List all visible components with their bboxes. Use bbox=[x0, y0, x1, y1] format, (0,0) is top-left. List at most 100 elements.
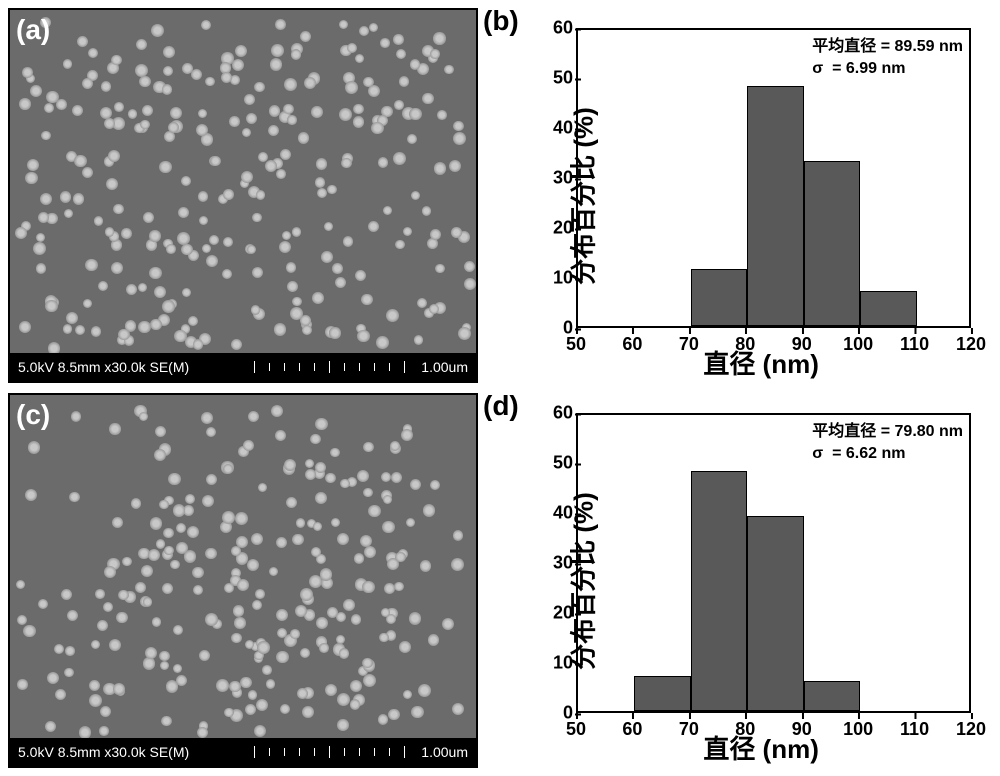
sem-meta-c: 5.0kV 8.5mm x30.0k SE(M) bbox=[18, 744, 189, 760]
nanoparticle bbox=[395, 240, 404, 249]
nanoparticle bbox=[357, 470, 369, 482]
nanoparticle bbox=[280, 704, 290, 714]
nanoparticle bbox=[252, 600, 262, 610]
nanoparticle bbox=[320, 568, 332, 580]
nanoparticle bbox=[104, 566, 116, 578]
nanoparticle bbox=[121, 228, 131, 238]
nanoparticle bbox=[176, 523, 186, 533]
nanoparticle bbox=[98, 281, 108, 291]
nanoparticle bbox=[223, 237, 233, 247]
nanoparticle bbox=[321, 251, 333, 263]
nanoparticle bbox=[435, 264, 444, 273]
nanoparticle bbox=[91, 640, 100, 649]
nanoparticle bbox=[351, 614, 361, 624]
nanoparticle bbox=[94, 216, 104, 226]
x-tick: 120 bbox=[956, 719, 986, 740]
nanoparticle bbox=[291, 49, 301, 59]
nanoparticle bbox=[330, 448, 340, 458]
nanoparticle bbox=[268, 125, 279, 136]
nanoparticle bbox=[142, 105, 153, 116]
chart-frame-d: 平均直径 = 79.80 nm σ = 6.62 nm bbox=[576, 413, 971, 713]
nanoparticle bbox=[315, 418, 327, 430]
nanoparticle bbox=[353, 104, 363, 114]
nanoparticle bbox=[231, 546, 241, 556]
nanoparticle bbox=[77, 36, 88, 47]
nanoparticle bbox=[159, 651, 169, 661]
nanoparticle bbox=[40, 193, 52, 205]
nanoparticle bbox=[159, 161, 171, 173]
scale-tick bbox=[269, 363, 270, 371]
nanoparticle bbox=[159, 500, 169, 510]
nanoparticle bbox=[409, 108, 422, 121]
nanoparticle bbox=[394, 100, 404, 110]
nanoparticle bbox=[66, 312, 78, 324]
scale-tick bbox=[344, 363, 345, 371]
nanoparticle bbox=[327, 185, 337, 195]
nanoparticle bbox=[406, 518, 415, 527]
nanoparticle bbox=[162, 583, 173, 594]
nanoparticle bbox=[114, 102, 124, 112]
nanoparticle bbox=[46, 91, 58, 103]
chart-frame-b: 平均直径 = 89.59 nm σ = 6.99 nm bbox=[576, 28, 971, 328]
nanoparticle bbox=[105, 227, 114, 236]
nanoparticle bbox=[199, 650, 210, 661]
nanoparticle bbox=[417, 298, 427, 308]
nanoparticle bbox=[305, 469, 317, 481]
nanoparticle bbox=[173, 504, 185, 516]
nanoparticle bbox=[256, 699, 268, 711]
scale-tick bbox=[329, 361, 330, 373]
nanoparticle bbox=[17, 679, 27, 689]
nanoparticle bbox=[168, 473, 180, 485]
nanoparticle bbox=[152, 617, 162, 627]
nanoparticle bbox=[99, 726, 108, 735]
nanoparticle bbox=[279, 241, 291, 253]
nanoparticle bbox=[148, 549, 160, 561]
nanoparticle bbox=[95, 589, 105, 599]
nanoparticle bbox=[143, 657, 155, 669]
scale-tick bbox=[254, 361, 255, 373]
nanoparticle bbox=[430, 49, 440, 59]
sem-surface-c bbox=[10, 395, 476, 766]
nanoparticle bbox=[382, 521, 394, 533]
nanoparticle bbox=[27, 159, 39, 171]
nanoparticle bbox=[399, 641, 411, 653]
y-tick: 60 bbox=[538, 18, 573, 39]
nanoparticle bbox=[350, 699, 361, 710]
y-tick: 30 bbox=[538, 168, 573, 189]
nanoparticle bbox=[444, 65, 453, 74]
nanoparticle bbox=[63, 59, 73, 69]
nanoparticle bbox=[91, 326, 102, 337]
nanoparticle bbox=[368, 505, 381, 518]
scale-ticks-c bbox=[254, 746, 417, 758]
nanoparticle bbox=[184, 550, 197, 563]
scale-tick bbox=[404, 746, 405, 758]
scale-tick bbox=[299, 363, 300, 371]
nanoparticle bbox=[193, 585, 203, 595]
nanoparticle bbox=[315, 177, 326, 188]
nanoparticle bbox=[97, 620, 108, 631]
nanoparticle bbox=[47, 672, 59, 684]
nanoparticle bbox=[381, 472, 391, 482]
nanoparticle bbox=[247, 245, 256, 254]
y-tick: 40 bbox=[538, 503, 573, 524]
nanoparticle bbox=[109, 423, 120, 434]
nanoparticle bbox=[451, 227, 462, 238]
nanoparticle bbox=[164, 546, 173, 555]
nanoparticle bbox=[231, 339, 242, 350]
bar bbox=[634, 676, 690, 711]
scale-tick bbox=[329, 746, 330, 758]
nanoparticle bbox=[45, 300, 58, 313]
nanoparticle bbox=[276, 609, 288, 621]
nanoparticle bbox=[143, 212, 154, 223]
nanoparticle bbox=[197, 727, 208, 738]
nanoparticle bbox=[100, 706, 111, 717]
nanoparticle bbox=[38, 599, 48, 609]
nanoparticle bbox=[401, 429, 413, 441]
nanoparticle bbox=[386, 309, 399, 322]
nanoparticle bbox=[155, 426, 166, 437]
scale-tick bbox=[284, 363, 285, 371]
nanoparticle bbox=[254, 725, 266, 737]
nanoparticle bbox=[241, 171, 253, 183]
scale-tick bbox=[299, 748, 300, 756]
nanoparticle bbox=[275, 430, 286, 441]
